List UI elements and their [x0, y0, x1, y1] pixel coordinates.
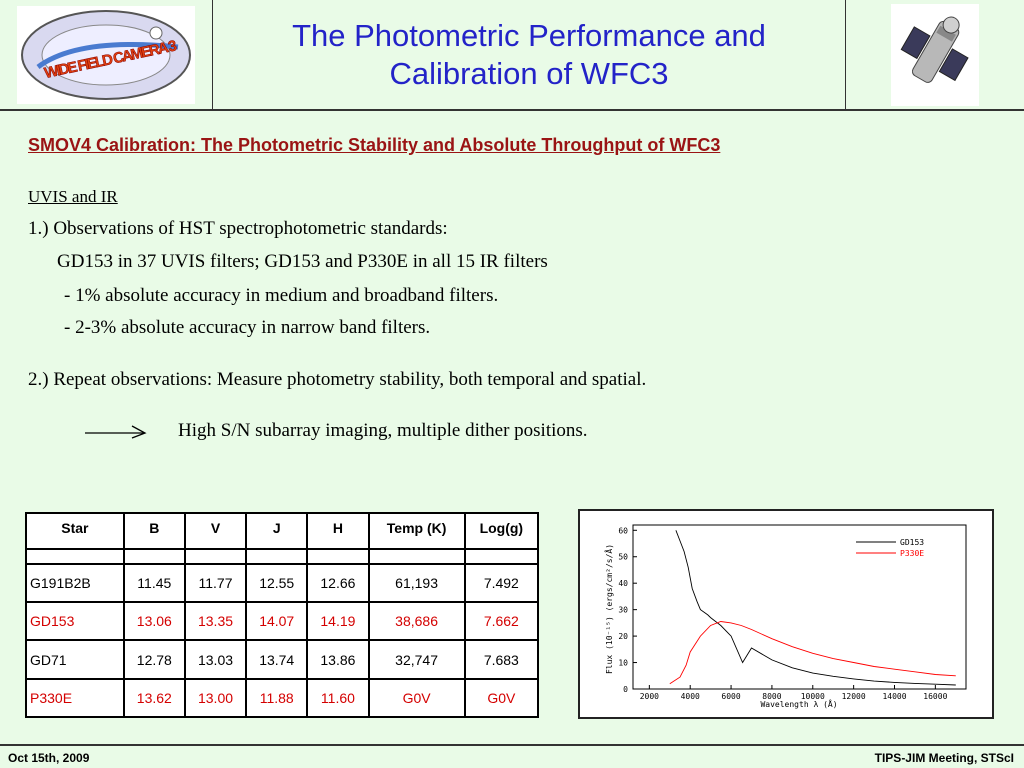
series-line-p330e	[669, 621, 956, 685]
cell-j: 13.74	[245, 639, 309, 680]
subarray-imaging-note: High S/N subarray imaging, multiple dith…	[178, 420, 588, 441]
x-tick-label: 8000	[762, 692, 781, 701]
series-line-gd153	[675, 530, 956, 686]
col-header-v: V	[183, 512, 248, 550]
standard-stars-table: Star B V J H Temp (K) Log(g) G191B2B 11.…	[25, 512, 540, 719]
slide-header: WIDE FIELD CAMERA 3 The Photometric Perf…	[0, 0, 1024, 111]
right-arrow-icon	[85, 425, 147, 439]
cell-temp: 61,193	[367, 562, 466, 604]
legend-label-p330e: P330E	[900, 549, 924, 558]
footer-date: Oct 15th, 2009	[8, 751, 90, 765]
bullet-gd153-filters: GD153 in 37 UVIS filters; GD153 and P330…	[57, 251, 548, 272]
title-line-1: The Photometric Performance and	[292, 17, 766, 53]
cell-logg: 7.492	[463, 562, 540, 604]
bullet-repeat-observations: 2.) Repeat observations: Measure photome…	[28, 369, 647, 390]
cell-v: 13.00	[183, 677, 248, 719]
cell-v: 13.03	[183, 639, 248, 680]
cell-j: 12.55	[245, 562, 309, 604]
y-tick-label: 40	[618, 579, 628, 588]
cell-h: 12.66	[306, 562, 370, 604]
cell-star: GD153	[25, 601, 125, 642]
bullet-broadband-accuracy: - 1% absolute accuracy in medium and bro…	[64, 285, 499, 306]
col-header-logg: Log(g)	[463, 512, 540, 550]
cell-logg: G0V	[463, 677, 540, 719]
table-row: GD153 13.06 13.35 14.07 14.19 38,686 7.6…	[25, 601, 540, 642]
cell-b: 11.45	[122, 562, 186, 604]
cell-logg: 7.662	[463, 601, 540, 642]
slide-footer: Oct 15th, 2009 TIPS-JIM Meeting, STScI	[0, 744, 1024, 768]
slide-title: The Photometric Performance and Calibrat…	[292, 17, 766, 93]
cell-b: 13.62	[122, 677, 186, 719]
cell-temp: 38,686	[367, 601, 466, 642]
cell-h: 14.19	[306, 601, 370, 642]
x-tick-label: 6000	[721, 692, 740, 701]
y-tick-label: 10	[618, 659, 628, 668]
hubble-telescope-image	[891, 3, 979, 106]
x-tick-label: 12000	[842, 692, 866, 701]
header-image-cell	[846, 0, 1024, 109]
table-row: G191B2B 11.45 11.77 12.55 12.66 61,193 7…	[25, 562, 540, 604]
col-header-temp: Temp (K)	[367, 512, 466, 550]
cell-j: 11.88	[245, 677, 309, 719]
plot-area-border	[632, 524, 967, 690]
cell-j: 14.07	[245, 601, 309, 642]
table-row: P330E 13.62 13.00 11.88 11.60 G0V G0V	[25, 677, 540, 719]
y-tick-label: 50	[618, 553, 628, 562]
x-tick-label: 10000	[801, 692, 825, 701]
table-header-row: Star B V J H Temp (K) Log(g)	[25, 512, 540, 550]
cell-logg: 7.683	[463, 639, 540, 680]
col-header-j: J	[245, 512, 309, 550]
header-logo-cell: WIDE FIELD CAMERA 3	[0, 0, 213, 109]
title-line-2: Calibration of WFC3	[389, 55, 669, 91]
y-tick-label: 20	[618, 632, 628, 641]
x-tick-label: 2000	[640, 692, 659, 701]
uvis-ir-label: UVIS and IR	[28, 187, 118, 206]
col-header-h: H	[306, 512, 370, 550]
cell-star: G191B2B	[25, 562, 125, 604]
cell-star: GD71	[25, 639, 125, 680]
footer-meeting: TIPS-JIM Meeting, STScI	[874, 751, 1014, 765]
cell-v: 13.35	[183, 601, 248, 642]
y-tick-label: 60	[618, 526, 628, 535]
x-tick-label: 16000	[923, 692, 947, 701]
table-row: GD71 12.78 13.03 13.74 13.86 32,747 7.68…	[25, 639, 540, 680]
cell-temp: G0V	[367, 677, 466, 719]
y-axis-label: Flux (10⁻¹⁵) (ergs/cm²/s/Å)	[603, 544, 614, 674]
wfc3-logo: WIDE FIELD CAMERA 3	[17, 5, 195, 104]
legend-label-gd153: GD153	[900, 538, 924, 547]
cell-h: 11.60	[306, 677, 370, 719]
bullet-observations: 1.) Observations of HST spectrophotometr…	[28, 218, 448, 239]
y-tick-label: 0	[623, 685, 628, 694]
cell-b: 13.06	[122, 601, 186, 642]
col-header-b: B	[122, 512, 186, 550]
spectrum-chart-svg: 2000 4000 6000 8000 10000 12000 14000 16000 0 10 2…	[603, 524, 967, 709]
cell-b: 12.78	[122, 639, 186, 680]
spectrum-plot: 2000 4000 6000 8000 10000 12000 14000 16000 0 10 2…	[578, 509, 994, 719]
bullet-narrowband-accuracy: - 2-3% absolute accuracy in narrow band …	[64, 317, 431, 338]
x-tick-label: 14000	[882, 692, 906, 701]
col-header-star: Star	[25, 512, 125, 550]
section-heading: SMOV4 Calibration: The Photometric Stabi…	[28, 135, 721, 155]
x-tick-label: 4000	[681, 692, 700, 701]
y-tick-label: 30	[618, 606, 628, 615]
cell-v: 11.77	[183, 562, 248, 604]
table-spacer-row	[25, 548, 540, 565]
cell-temp: 32,747	[367, 639, 466, 680]
x-axis-label: Wavelength λ (Å)	[760, 698, 837, 709]
cell-star: P330E	[25, 677, 125, 719]
header-title-cell: The Photometric Performance and Calibrat…	[213, 0, 846, 109]
cell-h: 13.86	[306, 639, 370, 680]
